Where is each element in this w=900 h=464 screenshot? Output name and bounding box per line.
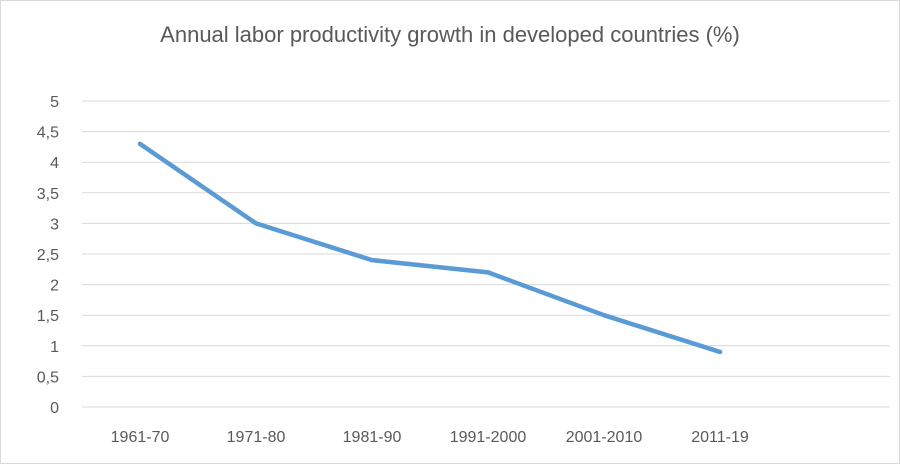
y-tick-label: 1 — [50, 339, 59, 356]
data-point — [369, 257, 375, 263]
y-tick-label: 4 — [50, 155, 59, 172]
data-point — [485, 270, 491, 275]
x-axis-tick-labels: 1961-70 1971-80 1981-90 1991-2000 2001-2010 2… — [111, 429, 749, 446]
y-tick-label: 1,5 — [37, 308, 59, 325]
gridlines — [82, 100, 890, 408]
y-tick-label: 0,5 — [37, 369, 59, 386]
x-tick-label: 2001-2010 — [566, 429, 643, 446]
x-tick-label: 1971-80 — [227, 429, 286, 446]
x-tick-label: 2011-19 — [691, 429, 749, 446]
data-point — [717, 349, 723, 355]
chart-title: Annual labor productivity growth in deve… — [160, 22, 740, 47]
data-point — [137, 141, 143, 147]
x-tick-label: 1961-70 — [111, 429, 170, 446]
y-tick-label: 3,5 — [37, 186, 59, 203]
y-tick-label: 0 — [50, 400, 59, 417]
y-axis-tick-labels: 0 0,5 1 1,5 2 2,5 3 3,5 4 4,5 5 — [37, 94, 59, 417]
y-tick-label: 2,5 — [37, 247, 59, 264]
series-line — [137, 141, 723, 355]
series-layer — [137, 141, 723, 355]
y-tick-label: 3 — [50, 216, 59, 233]
x-tick-label: 1991-2000 — [450, 429, 527, 446]
y-tick-label: 2 — [50, 278, 59, 295]
y-tick-label: 5 — [50, 94, 59, 111]
data-point — [601, 313, 607, 318]
data-point — [253, 221, 259, 226]
x-tick-label: 1981-90 — [343, 429, 402, 446]
y-tick-label: 4,5 — [37, 125, 59, 142]
